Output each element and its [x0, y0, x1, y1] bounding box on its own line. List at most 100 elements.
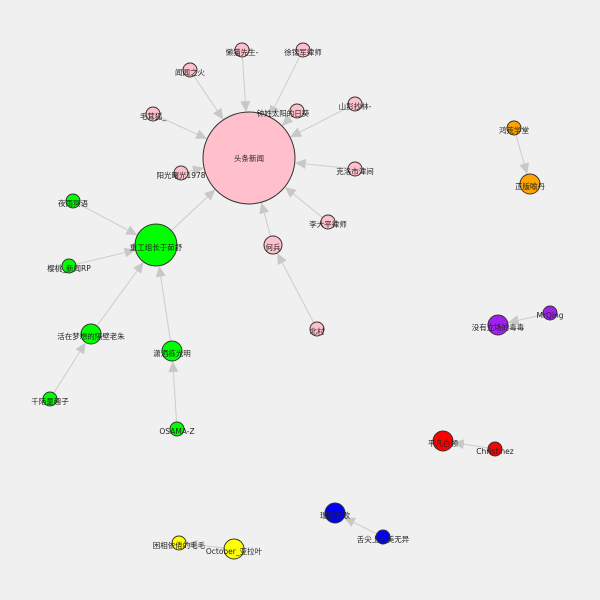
node-circle[interactable] [487, 441, 503, 457]
node-circle[interactable] [134, 223, 178, 267]
node-circle[interactable] [375, 529, 391, 545]
edge-line [159, 116, 198, 135]
edge-arrowhead [168, 360, 179, 373]
node-yingtao[interactable]: 樱桃_新闻RP [47, 258, 91, 274]
edge-arrowhead [213, 107, 224, 120]
node-shanshi[interactable]: 山彭抄林- [339, 96, 372, 112]
edge-wenwen-to-toutiao [193, 75, 224, 120]
node-xu[interactable]: 徐锦军律师 [284, 42, 322, 58]
node-toutiao[interactable]: 头条新闻 [202, 111, 296, 205]
node-circle[interactable] [309, 321, 325, 337]
edge-qianmo-to-huozai [53, 342, 86, 394]
node-circle[interactable] [519, 173, 541, 195]
edge-line [518, 314, 544, 321]
node-kunjuan[interactable]: 困相依倦的毛毛 [153, 535, 206, 551]
node-li[interactable]: 李大平律师 [309, 214, 347, 230]
node-label: 李大平律师 [309, 219, 347, 229]
node-label: 舌尖上的美无异 [357, 534, 410, 544]
node-circle[interactable] [173, 165, 189, 181]
node-circle[interactable] [295, 42, 311, 58]
node-label: 毛茸狐_ [140, 111, 166, 121]
node-circle[interactable] [171, 535, 187, 551]
node-shejian[interactable]: 舌尖上的美无异 [357, 529, 410, 545]
node-lubi[interactable]: 瑞丽新歌 [320, 502, 350, 524]
edge-hebing-to-toutiao [259, 202, 272, 237]
edge-arrowhead [185, 539, 198, 550]
node-yangguang[interactable]: 阳光曙光1978 [156, 165, 206, 181]
node-circle[interactable] [487, 314, 509, 336]
node-circle[interactable] [161, 340, 183, 362]
node-label: 山彭抄林- [339, 101, 372, 111]
node-circle[interactable] [223, 538, 245, 560]
node-label: 徐锦军律师 [284, 47, 322, 57]
edges-layer [53, 56, 544, 550]
node-circle[interactable] [542, 305, 558, 321]
node-label: 阳光曙光1978 [156, 170, 205, 180]
edge-october-to-kunjuan [185, 539, 225, 550]
node-osama[interactable]: OSAMA-Z [159, 421, 195, 437]
edge-line [196, 544, 225, 549]
node-circle[interactable] [145, 106, 161, 122]
node-circle[interactable] [182, 62, 198, 78]
node-october[interactable]: October_亚拉叶 [206, 538, 263, 560]
edge-huozai-to-chonggong [96, 261, 144, 327]
node-xiaosa[interactable]: 潇洒栋光明 [153, 340, 191, 362]
node-label: 何兵 [266, 242, 281, 252]
edge-line [289, 115, 293, 119]
node-meiyou[interactable]: 没有立场的毒毒 [472, 314, 525, 336]
edge-christinez-to-pingzhi [452, 439, 489, 450]
node-label: 樱桃_新闻RP [47, 263, 91, 273]
node-circle[interactable] [506, 120, 522, 136]
edge-line [305, 163, 349, 169]
edge-lanren-to-toutiao [240, 56, 251, 113]
node-label: 夜雨冥语 [58, 198, 88, 208]
node-kelu[interactable]: 克洛市津间 [336, 161, 374, 177]
edge-line [193, 75, 218, 111]
node-label: 正版喻丹 [515, 181, 545, 191]
edge-arrowhead [507, 315, 520, 326]
edge-arrowhead [259, 202, 269, 215]
node-label: 重工组长于茹舒 [130, 242, 183, 252]
node-circle[interactable] [432, 430, 454, 452]
node-beicun[interactable]: 北村 [309, 321, 325, 337]
node-chonggong[interactable]: 重工组长于茹舒 [130, 223, 183, 267]
node-lanren[interactable]: 懒猫先生- [226, 42, 259, 58]
node-circle[interactable] [42, 391, 58, 407]
node-circle[interactable] [80, 323, 102, 345]
edge-line [53, 351, 81, 394]
node-label: October_亚拉叶 [206, 546, 263, 556]
node-label: 闻闻之火 [175, 67, 205, 77]
node-mrqing[interactable]: MrQing [536, 305, 564, 321]
node-circle[interactable] [324, 502, 346, 524]
edge-maohu-to-toutiao [159, 116, 208, 139]
edge-chonggong-to-toutiao [170, 189, 216, 232]
edge-line [78, 203, 128, 231]
node-christinez[interactable]: Christinez [476, 441, 514, 457]
node-hebing[interactable]: 何兵 [263, 235, 283, 255]
node-circle[interactable] [347, 161, 363, 177]
node-wenwen[interactable]: 闻闻之火 [175, 62, 205, 78]
edge-shanshi-to-toutiao [289, 106, 350, 138]
node-yeyu[interactable]: 夜雨冥语 [58, 193, 88, 209]
node-huozai[interactable]: 活在梦想的隔壁老朱 [57, 323, 125, 345]
node-circle[interactable] [234, 42, 250, 58]
node-circle[interactable] [320, 214, 336, 230]
node-gongfu[interactable]: 正版喻丹 [515, 173, 545, 195]
node-circle[interactable] [289, 103, 305, 119]
node-zhong[interactable]: 钟姓太阳的日葵 [257, 103, 310, 119]
node-circle[interactable] [61, 258, 77, 274]
edge-line [353, 521, 377, 535]
node-pingzhi[interactable]: 平凡白领 [428, 430, 458, 452]
node-circle[interactable] [169, 421, 185, 437]
node-honghuang[interactable]: 鸿荒学堂 [499, 120, 529, 136]
node-circle[interactable] [347, 96, 363, 112]
node-circle[interactable] [263, 235, 283, 255]
node-label: 千陌童趣子 [31, 396, 69, 406]
edge-line [187, 169, 194, 173]
node-circle[interactable] [65, 193, 81, 209]
node-circle[interactable] [202, 111, 296, 205]
node-qianmo[interactable]: 千陌童趣子 [31, 391, 69, 407]
node-maohu[interactable]: 毛茸狐_ [140, 106, 166, 122]
